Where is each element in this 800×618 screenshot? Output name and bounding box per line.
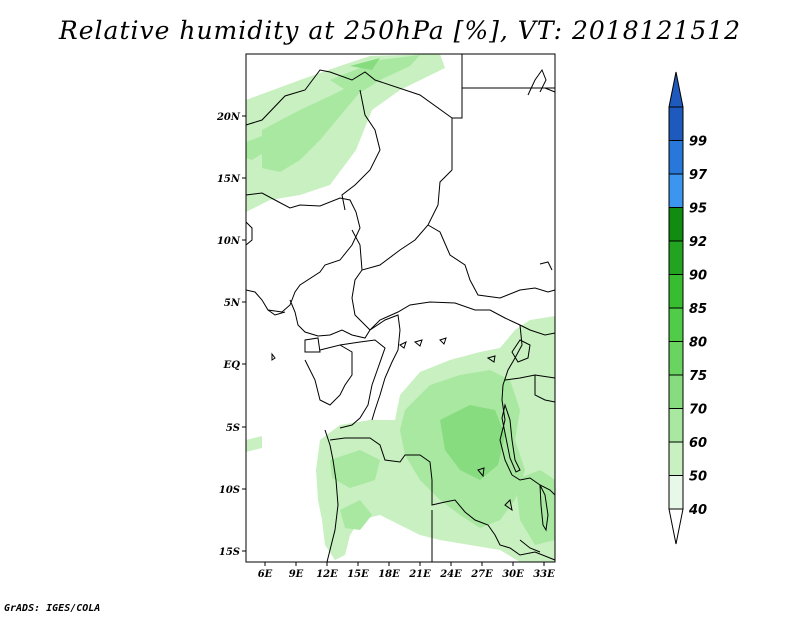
colorbar-box [668, 106, 684, 141]
lon-tick-label: 18E [378, 569, 400, 580]
colorbar-labels: 40 50 60 70 75 80 85 90 92 95 97 99 [688, 135, 708, 519]
lon-tick-label: 12E [316, 569, 338, 580]
lat-tick-label: 10N [217, 236, 241, 247]
lat-tick-label: 20N [216, 112, 241, 123]
colorbar-label: 40 [688, 503, 707, 518]
map-title: Relative humidity at 250hPa [%], VT: 201… [58, 16, 742, 45]
colorbar-box [668, 207, 684, 242]
lat-tick-label: 5S [226, 423, 240, 434]
lon-tick-label: 24E [439, 569, 462, 580]
colorbar-box [668, 140, 684, 175]
lat-tick-label: 5N [224, 298, 241, 309]
colorbar-label: 95 [689, 202, 707, 217]
colorbar-box [668, 173, 684, 208]
colorbar-label: 60 [689, 436, 707, 451]
lat-tick-label: EQ [223, 360, 241, 371]
colorbar-label: 90 [689, 269, 707, 284]
colorbar-box [668, 240, 684, 275]
colorbar-label: 50 [689, 470, 707, 485]
lon-tick-label: 9E [289, 569, 304, 580]
colorbar-arrow-low [668, 508, 684, 545]
lon-tick-label: 15E [347, 569, 369, 580]
lon-tick-label: 30E [502, 569, 524, 580]
colorbar-box [668, 475, 684, 510]
lon-tick-label: 6E [258, 569, 273, 580]
colorbar-label: 80 [689, 336, 707, 351]
colorbar-box [668, 408, 684, 443]
map-panel: 20N 15N 10N 5N EQ 5S 10S 15S 6E 9E 12E 1… [216, 53, 556, 580]
lon-tick-label: 33E [533, 569, 555, 580]
lat-axis: 20N 15N 10N 5N EQ 5S 10S 15S [216, 112, 246, 558]
colorbar-label: 92 [689, 235, 707, 250]
colorbar-box [668, 307, 684, 342]
colorbar-label: 97 [689, 168, 708, 183]
colorbar-label: 85 [689, 302, 707, 317]
colorbar-label: 99 [689, 135, 707, 150]
lat-tick-label: 15S [219, 547, 240, 558]
lon-axis: 6E 9E 12E 15E 18E 21E 24E 27E 30E 33E [258, 562, 555, 580]
map-frame [245, 53, 556, 563]
colorbar-box [668, 441, 684, 476]
colorbar: 40 50 60 70 75 80 85 90 92 95 97 99 [668, 71, 708, 545]
colorbar-boxes [668, 106, 684, 510]
colorbar-box [668, 274, 684, 309]
lon-tick-label: 27E [470, 569, 493, 580]
country-borders [245, 54, 556, 563]
humidity-shading [246, 54, 555, 562]
lat-tick-label: 15N [217, 174, 241, 185]
colorbar-arrow-high [668, 71, 684, 108]
colorbar-box [668, 341, 684, 376]
lon-tick-label: 21E [408, 569, 431, 580]
colorbar-label: 75 [689, 369, 707, 384]
lat-tick-label: 10S [219, 485, 240, 496]
colorbar-label: 70 [689, 403, 707, 418]
colorbar-box [668, 374, 684, 409]
footer-credit: GrADS: IGES/COLA [4, 603, 101, 614]
